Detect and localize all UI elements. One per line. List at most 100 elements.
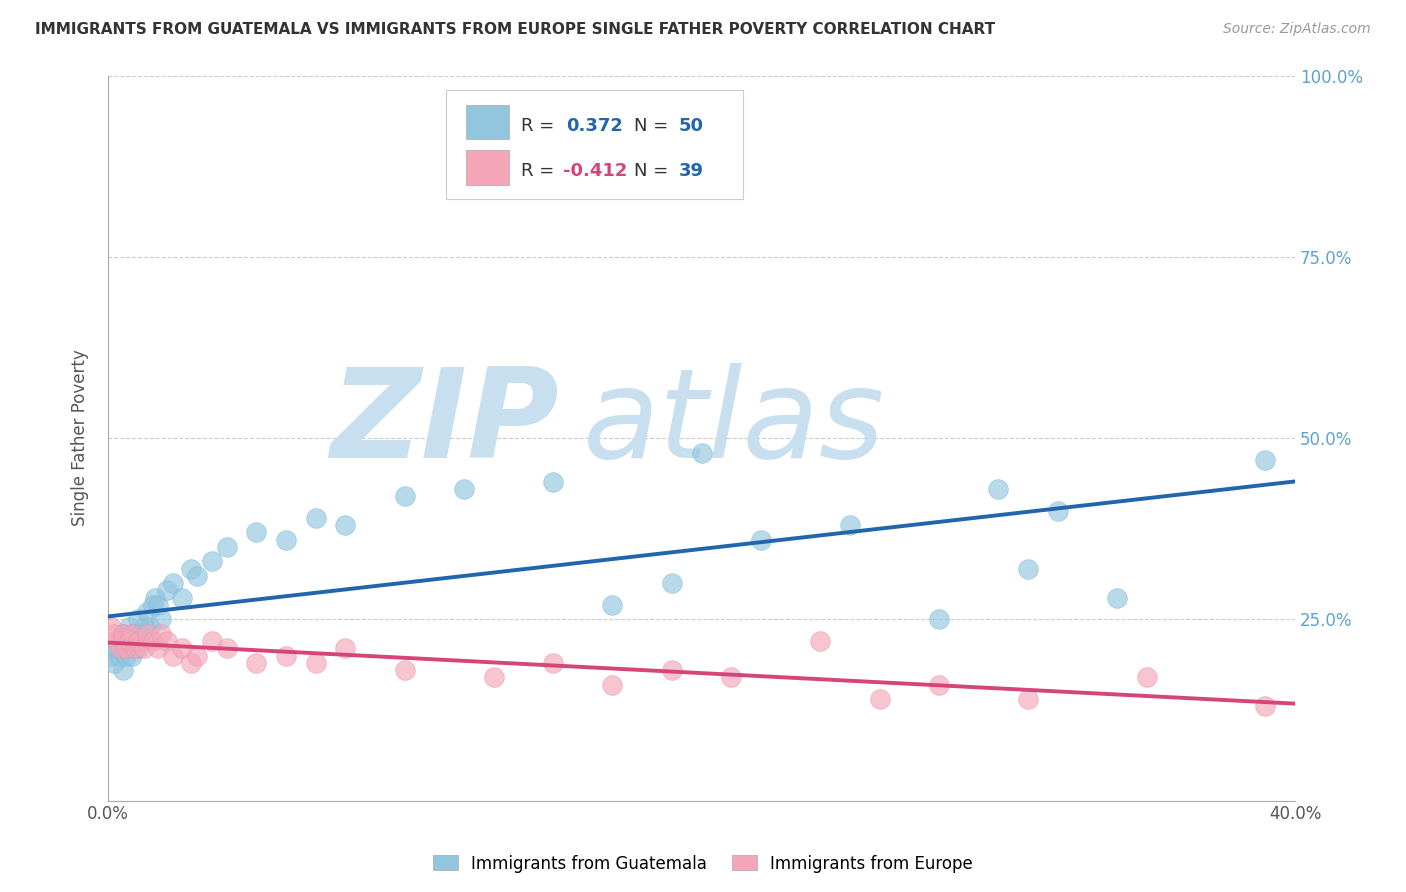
Point: [127, 612, 149, 626]
Point: [201, 634, 224, 648]
Point: [150, 627, 173, 641]
Point: [1017, 561, 1039, 575]
Point: [928, 612, 950, 626]
Point: [124, 641, 146, 656]
Point: [124, 634, 146, 648]
Point: [121, 648, 143, 663]
Point: [869, 692, 891, 706]
Point: [127, 634, 149, 648]
Text: -0.412: -0.412: [562, 161, 627, 180]
Legend: Immigrants from Guatemala, Immigrants from Europe: Immigrants from Guatemala, Immigrants fr…: [426, 848, 980, 880]
Point: [118, 634, 141, 648]
Point: [127, 641, 149, 656]
Point: [245, 525, 267, 540]
Point: [118, 619, 141, 633]
Point: [156, 634, 179, 648]
Point: [690, 445, 713, 459]
Point: [100, 619, 122, 633]
Point: [749, 533, 772, 547]
Point: [121, 627, 143, 641]
Point: [808, 634, 831, 648]
Text: R =: R =: [522, 161, 560, 180]
Point: [1254, 452, 1277, 467]
Point: [162, 648, 184, 663]
Point: [129, 627, 152, 641]
Point: [114, 641, 136, 656]
Point: [1254, 699, 1277, 714]
Point: [720, 670, 742, 684]
Point: [111, 634, 134, 648]
Point: [135, 627, 157, 641]
Point: [453, 482, 475, 496]
Point: [245, 656, 267, 670]
Text: 50: 50: [679, 117, 704, 135]
Point: [186, 569, 208, 583]
Point: [108, 634, 131, 648]
Point: [121, 627, 143, 641]
Text: R =: R =: [522, 117, 560, 135]
Point: [118, 641, 141, 656]
Point: [172, 641, 194, 656]
FancyBboxPatch shape: [467, 150, 509, 185]
Point: [132, 619, 155, 633]
Point: [838, 518, 860, 533]
Point: [141, 634, 163, 648]
Text: 0.372: 0.372: [567, 117, 623, 135]
Point: [215, 641, 238, 656]
Point: [1046, 503, 1069, 517]
Point: [394, 663, 416, 677]
Point: [156, 583, 179, 598]
Text: 39: 39: [679, 161, 704, 180]
Point: [215, 540, 238, 554]
Point: [111, 641, 134, 656]
Point: [162, 576, 184, 591]
Point: [105, 641, 128, 656]
Point: [928, 677, 950, 691]
Point: [111, 663, 134, 677]
Point: [150, 612, 173, 626]
Text: IMMIGRANTS FROM GUATEMALA VS IMMIGRANTS FROM EUROPE SINGLE FATHER POVERTY CORREL: IMMIGRANTS FROM GUATEMALA VS IMMIGRANTS …: [35, 22, 995, 37]
Point: [105, 634, 128, 648]
Point: [111, 627, 134, 641]
Y-axis label: Single Father Poverty: Single Father Poverty: [72, 350, 89, 526]
Point: [135, 605, 157, 619]
Text: atlas: atlas: [583, 363, 884, 484]
Point: [100, 648, 122, 663]
Point: [103, 656, 125, 670]
Point: [111, 627, 134, 641]
Point: [335, 641, 357, 656]
Point: [186, 648, 208, 663]
Point: [132, 641, 155, 656]
Text: N =: N =: [634, 161, 673, 180]
Point: [201, 554, 224, 568]
Point: [108, 641, 131, 656]
Point: [114, 648, 136, 663]
Point: [103, 627, 125, 641]
Point: [180, 656, 202, 670]
Point: [305, 511, 328, 525]
Point: [1017, 692, 1039, 706]
Point: [335, 518, 357, 533]
Point: [145, 591, 167, 605]
Point: [148, 598, 170, 612]
Point: [274, 648, 297, 663]
Point: [305, 656, 328, 670]
Text: N =: N =: [634, 117, 673, 135]
Point: [541, 656, 564, 670]
Point: [1105, 591, 1128, 605]
Text: Source: ZipAtlas.com: Source: ZipAtlas.com: [1223, 22, 1371, 37]
FancyBboxPatch shape: [446, 90, 742, 199]
Point: [661, 576, 683, 591]
Point: [180, 561, 202, 575]
Point: [148, 641, 170, 656]
Point: [1136, 670, 1159, 684]
Point: [661, 663, 683, 677]
Point: [114, 634, 136, 648]
Point: [138, 619, 160, 633]
FancyBboxPatch shape: [467, 104, 509, 139]
Point: [394, 489, 416, 503]
Point: [602, 677, 624, 691]
Point: [274, 533, 297, 547]
Text: ZIP: ZIP: [330, 363, 560, 484]
Point: [108, 648, 131, 663]
